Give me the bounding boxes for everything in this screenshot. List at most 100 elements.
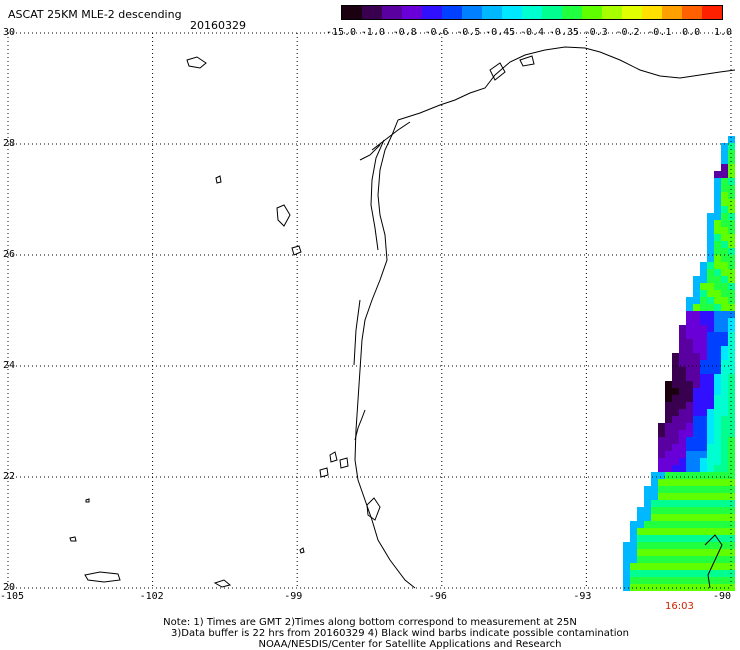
swath-cell — [714, 255, 721, 262]
swath-cell — [679, 430, 686, 437]
swath-cell — [700, 577, 707, 584]
note-line-3: NOAA/NESDIS/Center for Satellite Applica… — [258, 639, 562, 650]
swath-cell — [693, 402, 700, 409]
swath-cell — [672, 535, 679, 542]
swath-cell — [721, 493, 728, 500]
longitude-label: -96 — [428, 591, 447, 602]
swath-cell — [714, 332, 721, 339]
swath-cell — [693, 556, 700, 563]
swath-cell — [665, 486, 672, 493]
swath-cell — [693, 416, 700, 423]
swath-cell — [693, 297, 700, 304]
swath-cell — [721, 563, 728, 570]
swath-cell — [707, 325, 714, 332]
swath-cell — [672, 395, 679, 402]
swath-cell — [700, 535, 707, 542]
swath-cell — [714, 213, 721, 220]
swath-cell — [693, 423, 700, 430]
swath-cell — [721, 164, 728, 171]
swath-cell — [672, 584, 679, 591]
swath-cell — [714, 276, 721, 283]
swath-cell — [721, 150, 728, 157]
swath-cell — [672, 402, 679, 409]
swath-cell — [721, 402, 728, 409]
swath-cell — [672, 388, 679, 395]
swath-cell — [686, 521, 693, 528]
swath-cell — [644, 584, 651, 591]
swath-cell — [700, 556, 707, 563]
colorbar-segment — [342, 6, 362, 19]
swath-cell — [672, 465, 679, 472]
swath-cell — [714, 283, 721, 290]
swath-cell — [644, 563, 651, 570]
swath-cell — [721, 381, 728, 388]
swath-cell — [721, 297, 728, 304]
swath-cell — [651, 521, 658, 528]
swath-cell — [728, 248, 735, 255]
swath-cell — [665, 507, 672, 514]
swath-cell — [721, 437, 728, 444]
colorbar — [341, 5, 723, 20]
swath-cell — [700, 451, 707, 458]
swath-cell — [707, 479, 714, 486]
swath-cell — [728, 220, 735, 227]
swath-cell — [665, 479, 672, 486]
swath-cell — [721, 416, 728, 423]
swath-cell — [658, 430, 665, 437]
swath-cell — [728, 164, 735, 171]
swath-cell — [686, 500, 693, 507]
swath-cell — [651, 514, 658, 521]
swath-cell — [700, 283, 707, 290]
swath-cell — [707, 395, 714, 402]
swath-cell — [721, 185, 728, 192]
swath-cell — [728, 213, 735, 220]
chart-title: ASCAT 25KM MLE-2 descending — [8, 8, 182, 21]
swath-cell — [714, 402, 721, 409]
swath-cell — [693, 290, 700, 297]
swath-cell — [693, 542, 700, 549]
swath-cell — [693, 388, 700, 395]
swath-cell — [630, 542, 637, 549]
swath-cell — [707, 430, 714, 437]
swath-cell — [693, 325, 700, 332]
swath-cell — [700, 549, 707, 556]
latitude-label: 24 — [3, 360, 16, 371]
swath-cell — [658, 577, 665, 584]
swath-cell — [707, 311, 714, 318]
colorbar-tick-label: -0.5 — [456, 27, 481, 38]
swath-cell — [714, 318, 721, 325]
swath-cell — [700, 339, 707, 346]
swath-cell — [707, 374, 714, 381]
swath-cell — [637, 577, 644, 584]
swath-cell — [728, 528, 735, 535]
swath-cell — [728, 423, 735, 430]
swath-cell — [630, 521, 637, 528]
swath-cell — [707, 521, 714, 528]
swath-cell — [651, 535, 658, 542]
swath-cell — [728, 535, 735, 542]
swath-time-label: 16:03 — [665, 601, 694, 612]
swath-cell — [700, 332, 707, 339]
colorbar-segment — [422, 6, 442, 19]
swath-cell — [672, 507, 679, 514]
swath-cell — [714, 353, 721, 360]
swath-cell — [644, 521, 651, 528]
swath-cell — [721, 514, 728, 521]
swath-cell — [728, 339, 735, 346]
swath-cell — [693, 304, 700, 311]
swath-cell — [714, 500, 721, 507]
swath-cell — [714, 563, 721, 570]
swath-cell — [721, 360, 728, 367]
colorbar-tick-label: 1.0 — [713, 27, 733, 38]
swath-cell — [686, 507, 693, 514]
swath-cell — [686, 430, 693, 437]
swath-cell — [721, 472, 728, 479]
swath-cell — [707, 269, 714, 276]
swath-cell — [707, 584, 714, 591]
swath-data — [623, 136, 735, 591]
swath-cell — [665, 535, 672, 542]
swath-cell — [665, 563, 672, 570]
swath-cell — [700, 262, 707, 269]
date-label: 20160329 — [190, 19, 246, 32]
swath-cell — [714, 549, 721, 556]
